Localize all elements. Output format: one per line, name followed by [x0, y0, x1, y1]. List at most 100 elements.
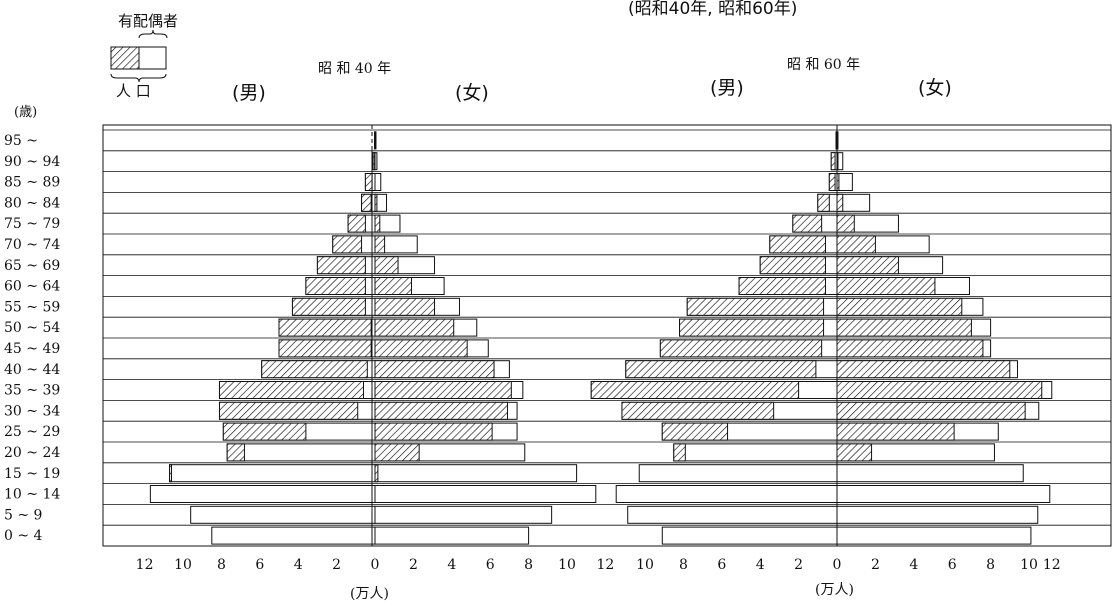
bar-male-population: [149, 485, 376, 503]
bar-male-married: [661, 422, 729, 441]
bar-female-married: [836, 318, 972, 337]
x-tick-label: 6: [486, 557, 495, 573]
x-tick-label: 10: [636, 557, 654, 573]
bar-female-population: [374, 526, 530, 545]
x-tick-label: 4: [447, 557, 456, 573]
x-tick-label: 8: [986, 557, 995, 573]
age-label: 70 ~ 74: [4, 237, 60, 253]
x-tick-label: 4: [294, 557, 303, 573]
x-tick-label: 10: [174, 557, 192, 573]
bar-female-population: [374, 131, 377, 150]
bar-male-married: [625, 360, 817, 379]
age-unit-label: (歳): [14, 105, 37, 120]
age-label: 75 ~ 79: [4, 216, 60, 232]
bar-female-married: [836, 381, 1043, 399]
age-label: 95 ~: [4, 133, 38, 149]
bar-male-married: [222, 422, 307, 441]
age-labels: 95 ~ 90 ~ 94 85 ~ 89 80 ~ 84 75 ~ 79 70 ~ 74 6…: [4, 133, 60, 544]
x-tick-label: 2: [409, 557, 418, 573]
x-tick-label: 2: [871, 557, 880, 573]
bar-female-population: [836, 505, 1039, 524]
bar-male-married: [361, 193, 372, 212]
legend-married-label: 有配偶者: [118, 12, 178, 30]
legend-married-swatch: [110, 46, 140, 70]
age-label: 15 ~ 19: [4, 466, 60, 482]
legend-bottom-brace: [110, 73, 167, 83]
bar-male-population: [226, 443, 376, 462]
age-label: 85 ~ 89: [4, 175, 60, 191]
x-tick-label: 12: [596, 557, 614, 573]
age-label: 35 ~ 39: [4, 383, 60, 399]
x-tick-label: 4: [909, 557, 918, 573]
legend-top-brace: [138, 29, 168, 39]
x-tick-label: 2: [332, 557, 341, 573]
chart-title: (昭和40年, 昭和60年): [628, 0, 797, 19]
bar-female-married: [836, 235, 876, 254]
bar-female-married: [374, 214, 381, 233]
bar-male-married: [679, 318, 825, 337]
bar-female-married: [374, 318, 455, 337]
bar-male-married: [830, 152, 836, 171]
x-tick-labels: 12 10 8 6 4 2 0 2 4 6 8 10 12 10 8 6 4 2 0 2 4 6 8 10 12: [136, 557, 1061, 573]
age-label: 20 ~ 24: [4, 445, 60, 461]
age-label: 55 ~ 59: [4, 299, 60, 315]
x-tick-label: 8: [679, 557, 688, 573]
bar-female-married: [836, 193, 844, 212]
bar-male-married: [332, 235, 363, 254]
age-label: 25 ~ 29: [4, 424, 60, 440]
bar-female-married: [836, 360, 1011, 379]
bar-male-married: [673, 443, 686, 462]
bar-male-married: [347, 214, 366, 233]
bar-male-married: [686, 297, 825, 316]
panel-1-xaxis-unit: (万人): [350, 586, 389, 602]
bar-male-married: [261, 360, 368, 379]
x-tick-label: 6: [717, 557, 726, 573]
bar-female-population: [374, 173, 382, 191]
bar-male-married: [372, 152, 376, 171]
bar-male-population: [627, 505, 838, 524]
age-label: 60 ~ 64: [4, 279, 60, 295]
age-label: 5 ~ 9: [4, 507, 42, 523]
bar-female-married: [374, 381, 512, 399]
panel-2-male-label: (男): [710, 77, 744, 99]
bar-male-married: [621, 401, 775, 420]
bar-male-married: [759, 256, 826, 275]
x-tick-label: 10: [1020, 557, 1038, 573]
panel-1-male-label: (男): [232, 82, 266, 104]
row-gridlines: [103, 129, 1111, 547]
bar-male-population: [673, 443, 838, 462]
bar-male-married: [278, 339, 372, 358]
bar-female-married: [836, 401, 1026, 420]
x-tick-label: 4: [756, 557, 765, 573]
bar-male-married: [364, 173, 373, 191]
age-label: 10 ~ 14: [4, 487, 60, 503]
x-tick-label: 8: [524, 557, 533, 573]
bar-female-population: [836, 526, 1032, 545]
x-tick-label: 12: [1043, 557, 1061, 573]
bar-female-population: [374, 505, 553, 524]
bar-male-population: [615, 485, 838, 503]
bar-female-population: [836, 485, 1051, 503]
bars: [149, 131, 1053, 545]
age-label: 80 ~ 84: [4, 195, 60, 211]
bar-female-population: [836, 464, 1024, 483]
bar-female-married: [836, 256, 899, 275]
bar-female-married: [374, 401, 508, 420]
age-label: 0 ~ 4: [4, 528, 43, 544]
age-label: 90 ~ 94: [4, 154, 60, 170]
bar-female-population: [374, 464, 578, 483]
bar-female-married: [836, 422, 955, 441]
bar-female-married: [836, 339, 984, 358]
bar-female-married: [836, 277, 936, 295]
bar-male-married: [590, 381, 800, 399]
age-label: 40 ~ 44: [4, 362, 60, 378]
panel-2-xaxis-unit: (万人): [815, 582, 854, 598]
bar-male-married: [817, 193, 830, 212]
bar-male-population: [190, 505, 376, 524]
bar-female-married: [374, 256, 399, 275]
panel-2-female-label: (女): [918, 77, 952, 99]
bar-female-married: [374, 277, 412, 295]
bar-male-married: [169, 464, 172, 483]
bar-female-married: [374, 235, 386, 254]
